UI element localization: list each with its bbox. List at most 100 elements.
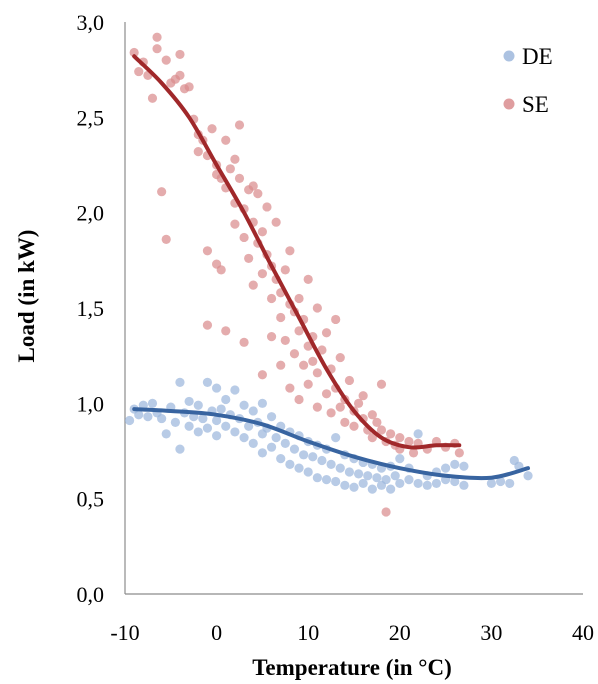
data-point [124,415,135,426]
points-layer [124,32,533,517]
data-point [335,463,345,473]
data-point [193,427,203,437]
data-point [299,360,309,370]
legend: DE SE [503,44,553,117]
data-point [161,234,171,244]
x-tick-label: 30 [480,620,502,645]
data-point [381,507,391,517]
data-point [216,265,226,275]
series-de-trendline [132,407,530,481]
data-point [257,448,267,458]
data-point [340,480,350,490]
data-point [280,438,290,448]
legend-label-de: DE [522,44,553,69]
data-point [239,337,249,347]
data-point [248,438,258,448]
y-tick-label: 1,0 [77,391,105,416]
y-tick-labels: 0,0 0,5 1,0 1,5 2,0 2,5 3,0 [77,10,105,607]
data-point [404,436,414,447]
data-point [143,412,153,422]
data-point [486,478,496,489]
data-point [285,383,295,393]
data-point [372,417,382,427]
data-point [303,274,313,284]
data-point [505,478,515,489]
data-point [257,370,267,380]
data-point [317,345,327,355]
data-point [413,478,423,489]
trend-layer [132,54,530,481]
data-point [358,478,368,489]
data-point [454,448,464,458]
data-point [207,124,217,134]
data-point [523,471,533,481]
data-point [175,70,185,80]
data-point [202,246,213,256]
data-point [230,219,240,229]
data-point [202,377,213,387]
data-point [257,227,267,237]
data-point [276,312,286,323]
data-point [239,433,249,443]
data-point [312,402,322,412]
data-point [147,93,158,103]
data-point [495,476,506,487]
data-point [271,433,281,443]
legend-label-se: SE [522,92,549,117]
data-point [326,459,336,469]
y-axis-title: Load (in kW) [14,230,39,363]
data-point [266,442,277,452]
x-tick-labels: -10 0 10 20 30 40 [110,620,594,645]
data-point [395,478,405,489]
data-point [431,478,442,489]
data-point [312,303,322,313]
data-point [335,352,345,363]
data-point [248,181,258,191]
data-point [331,314,341,325]
x-axis-title: Temperature (in °C) [252,655,452,680]
data-point [175,377,185,387]
data-point [152,44,162,54]
data-point [276,454,286,464]
legend-marker-de [503,50,515,62]
data-point [303,379,313,389]
data-point [344,375,355,386]
legend-marker-se [503,98,515,110]
data-point [230,385,240,395]
data-point [239,400,249,410]
x-tick-label: -10 [110,620,139,645]
data-point [234,173,245,183]
data-point [230,154,240,164]
data-point [321,328,332,338]
data-point [441,463,451,473]
data-point [386,484,396,494]
data-point [367,484,377,494]
data-point [184,421,194,431]
data-point [303,341,313,351]
data-point [221,326,231,336]
data-point [262,202,272,212]
y-tick-label: 2,5 [77,105,105,130]
data-point [321,389,332,399]
data-point [212,415,222,426]
data-point [395,433,405,443]
data-point [450,476,460,487]
data-point [244,253,254,264]
data-point [294,463,304,473]
x-tick-label: 40 [572,620,594,645]
data-point [376,425,387,435]
data-point [244,421,254,431]
x-tick-label: 20 [389,620,411,645]
data-point [248,280,258,290]
data-point [221,421,231,431]
data-point [303,467,313,477]
data-point [221,135,231,145]
data-point [294,326,304,336]
data-point [193,400,203,410]
data-point [170,417,180,427]
data-point [422,480,432,490]
data-point [312,473,322,483]
data-point [308,452,318,462]
data-point [349,482,359,492]
data-point [376,379,387,389]
